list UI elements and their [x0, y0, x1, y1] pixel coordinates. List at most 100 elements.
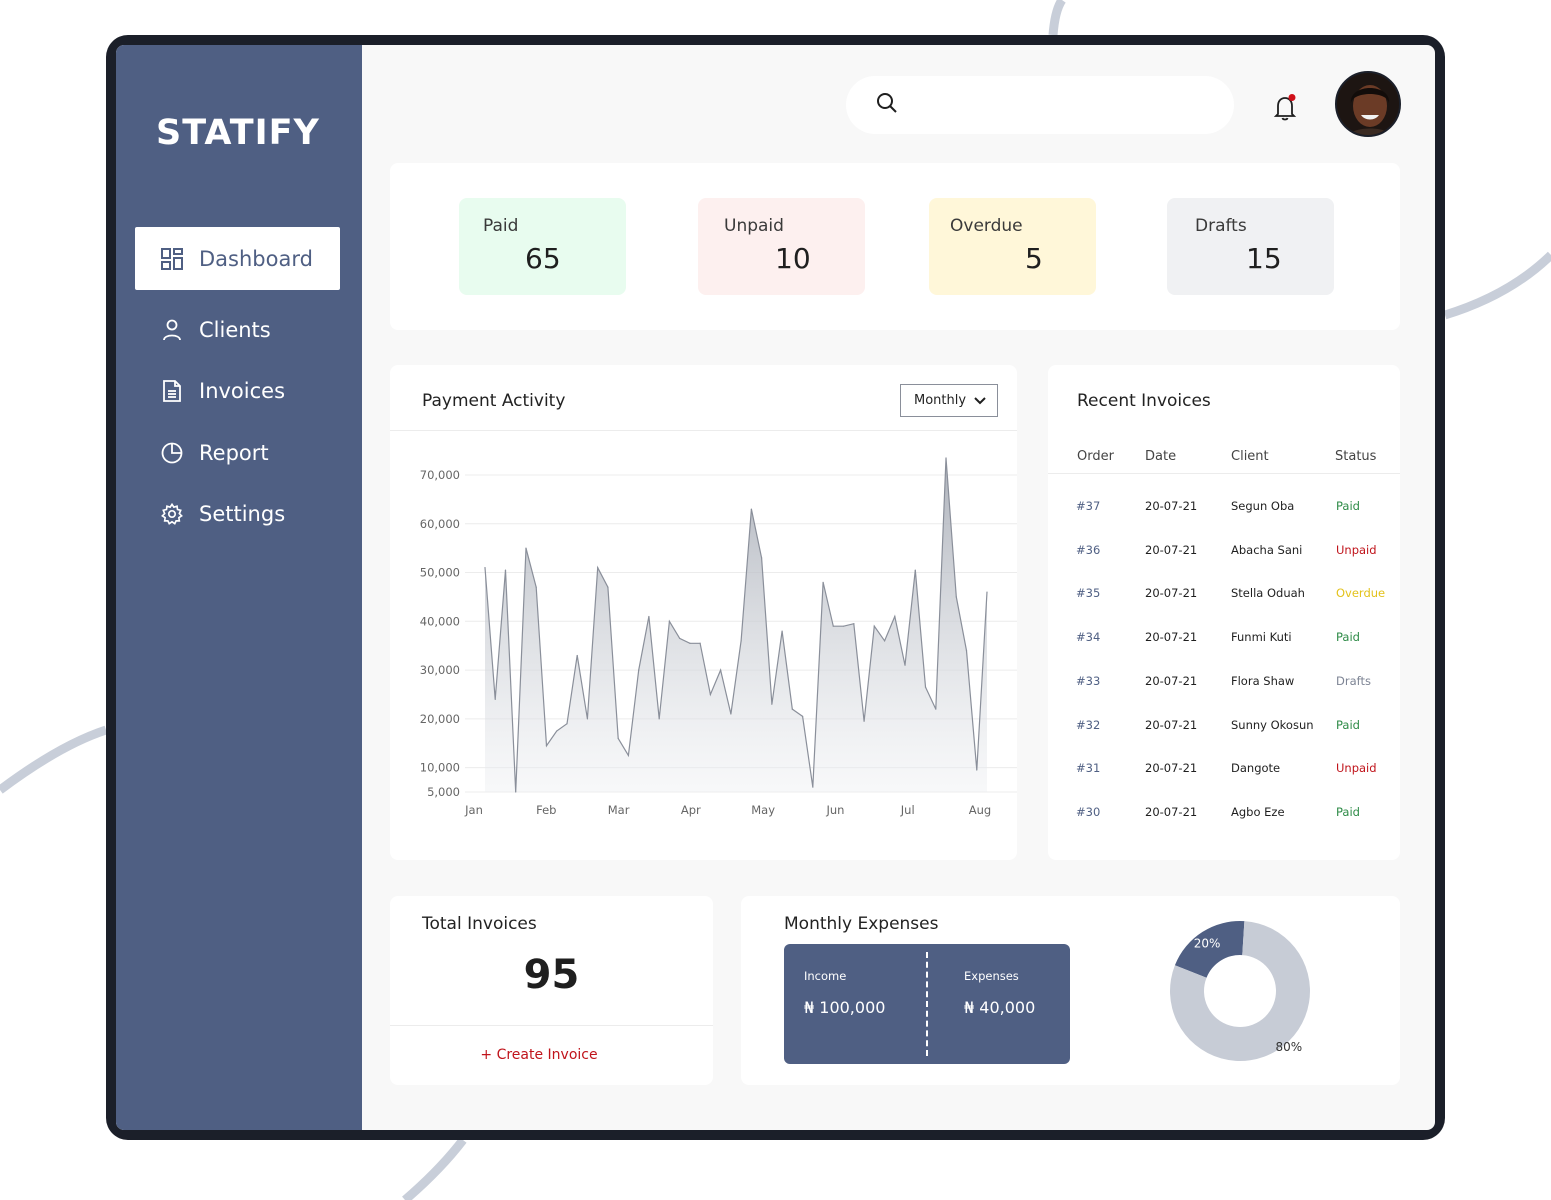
- panel-title: Total Invoices: [422, 914, 537, 934]
- app-screen: STATIFY Dashboard Clients Invoices: [116, 45, 1435, 1130]
- y-tick-label: 70,000: [420, 468, 460, 482]
- data-point: [607, 586, 609, 588]
- stat-label: Paid: [483, 216, 519, 236]
- data-point: [740, 640, 742, 642]
- table-row[interactable]: #35 20-07-21 Stella Oduah Overdue: [1048, 586, 1400, 630]
- y-tick-label: 5,000: [427, 785, 460, 799]
- column-header-client: Client: [1231, 449, 1269, 464]
- data-point: [494, 698, 496, 700]
- cell-client: Stella Oduah: [1231, 586, 1305, 601]
- data-point: [812, 786, 814, 788]
- stat-label: Drafts: [1195, 216, 1247, 236]
- period-dropdown[interactable]: Monthly: [900, 384, 998, 417]
- column-header-date: Date: [1145, 449, 1177, 464]
- stat-card-overdue[interactable]: Overdue 5: [929, 198, 1096, 295]
- create-invoice-button[interactable]: + Create Invoice: [480, 1047, 598, 1063]
- y-tick-label: 30,000: [420, 663, 460, 677]
- cell-order: #36: [1076, 542, 1101, 557]
- data-point: [842, 625, 845, 627]
- donut-label: 20%: [1194, 936, 1221, 950]
- cell-status: Paid: [1336, 717, 1360, 732]
- data-point: [863, 720, 865, 722]
- search-bar[interactable]: [846, 76, 1234, 134]
- cell-date: 20-07-21: [1145, 717, 1198, 732]
- table-row[interactable]: #33 20-07-21 Flora Shaw Drafts: [1048, 674, 1400, 718]
- sidebar-item-clients[interactable]: Clients: [135, 298, 340, 361]
- data-point: [566, 723, 568, 725]
- payment-activity-panel: Payment Activity Monthly 5,000 10,000 20,0…: [390, 365, 1017, 860]
- table-row[interactable]: #36 20-07-21 Abacha Sani Unpaid: [1048, 543, 1400, 587]
- table-row[interactable]: #37 20-07-21 Segun Oba Paid: [1048, 499, 1400, 543]
- data-point: [904, 664, 906, 666]
- sidebar-item-dashboard[interactable]: Dashboard: [135, 227, 340, 290]
- sidebar-item-settings[interactable]: Settings: [135, 482, 340, 545]
- data-point: [965, 649, 968, 652]
- panel-divider: [390, 430, 1017, 431]
- data-point: [914, 569, 916, 571]
- y-tick-label: 20,000: [420, 712, 460, 726]
- x-tick-label: Jun: [825, 803, 844, 817]
- search-icon: [876, 92, 898, 118]
- stat-card-paid[interactable]: Paid 65: [459, 198, 626, 295]
- search-input[interactable]: [910, 95, 1210, 115]
- data-point: [791, 708, 793, 710]
- user-icon: [159, 317, 185, 343]
- table-row[interactable]: #30 20-07-21 Agbo Eze Paid: [1048, 805, 1400, 849]
- data-point: [679, 637, 681, 639]
- table-row[interactable]: #32 20-07-21 Sunny Okosun Paid: [1048, 718, 1400, 762]
- cell-status: Paid: [1336, 804, 1360, 819]
- y-tick-label: 50,000: [420, 566, 460, 580]
- notification-button[interactable]: [1273, 94, 1299, 122]
- cell-status: Paid: [1336, 630, 1360, 645]
- data-point: [801, 715, 804, 718]
- cell-order: #30: [1076, 804, 1101, 819]
- y-tick-label: 10,000: [420, 761, 460, 775]
- cell-status: Unpaid: [1336, 761, 1377, 776]
- cell-client: Funmi Kuti: [1231, 630, 1292, 645]
- data-point: [781, 630, 783, 632]
- table-row[interactable]: #31 20-07-21 Dangote Unpaid: [1048, 761, 1400, 805]
- data-point: [638, 669, 640, 671]
- data-point: [720, 669, 722, 671]
- sidebar-item-label: Settings: [199, 501, 286, 526]
- panel-title: Recent Invoices: [1077, 391, 1211, 411]
- data-point: [627, 754, 630, 757]
- data-point: [832, 625, 834, 627]
- pie-chart-icon: [159, 440, 185, 466]
- data-point: [525, 547, 527, 549]
- sidebar-item-label: Report: [199, 440, 269, 465]
- sidebar-item-label: Invoices: [199, 378, 286, 403]
- chevron-down-icon: [974, 396, 986, 404]
- cell-client: Flora Shaw: [1231, 673, 1295, 688]
- sidebar-item-invoices[interactable]: Invoices: [135, 359, 340, 422]
- data-point: [556, 730, 558, 732]
- table-row[interactable]: #34 20-07-21 Funmi Kuti Paid: [1048, 630, 1400, 674]
- dropdown-value: Monthly: [914, 393, 967, 408]
- stat-card-drafts[interactable]: Drafts 15: [1167, 198, 1334, 295]
- panel-title: Payment Activity: [422, 391, 566, 411]
- cell-date: 20-07-21: [1145, 630, 1198, 645]
- stat-card-unpaid[interactable]: Unpaid 10: [698, 198, 865, 295]
- data-point: [935, 708, 937, 710]
- gear-icon: [159, 501, 185, 527]
- cell-client: Agbo Eze: [1231, 804, 1285, 819]
- sidebar-item-report[interactable]: Report: [135, 421, 340, 484]
- data-point: [955, 596, 957, 598]
- cell-order: #34: [1076, 630, 1101, 645]
- app-logo: STATIFY: [156, 113, 320, 153]
- x-tick-label: Aug: [969, 803, 991, 817]
- payment-activity-chart: 5,000 10,000 20,000 30,000 40,000 50,000 60,00…: [420, 457, 1017, 817]
- stat-value: 65: [525, 242, 561, 275]
- data-point: [515, 791, 517, 793]
- cell-order: #31: [1076, 761, 1101, 776]
- data-point: [658, 718, 660, 720]
- data-point: [484, 567, 486, 569]
- sidebar: STATIFY Dashboard Clients Invoices: [116, 45, 362, 1130]
- document-icon: [159, 378, 185, 404]
- expenses-label: Expenses: [964, 969, 1019, 983]
- bell-icon: [1273, 94, 1297, 121]
- column-header-order: Order: [1077, 449, 1114, 464]
- avatar[interactable]: [1335, 71, 1401, 137]
- cell-date: 20-07-21: [1145, 673, 1198, 688]
- cell-order: #32: [1076, 717, 1101, 732]
